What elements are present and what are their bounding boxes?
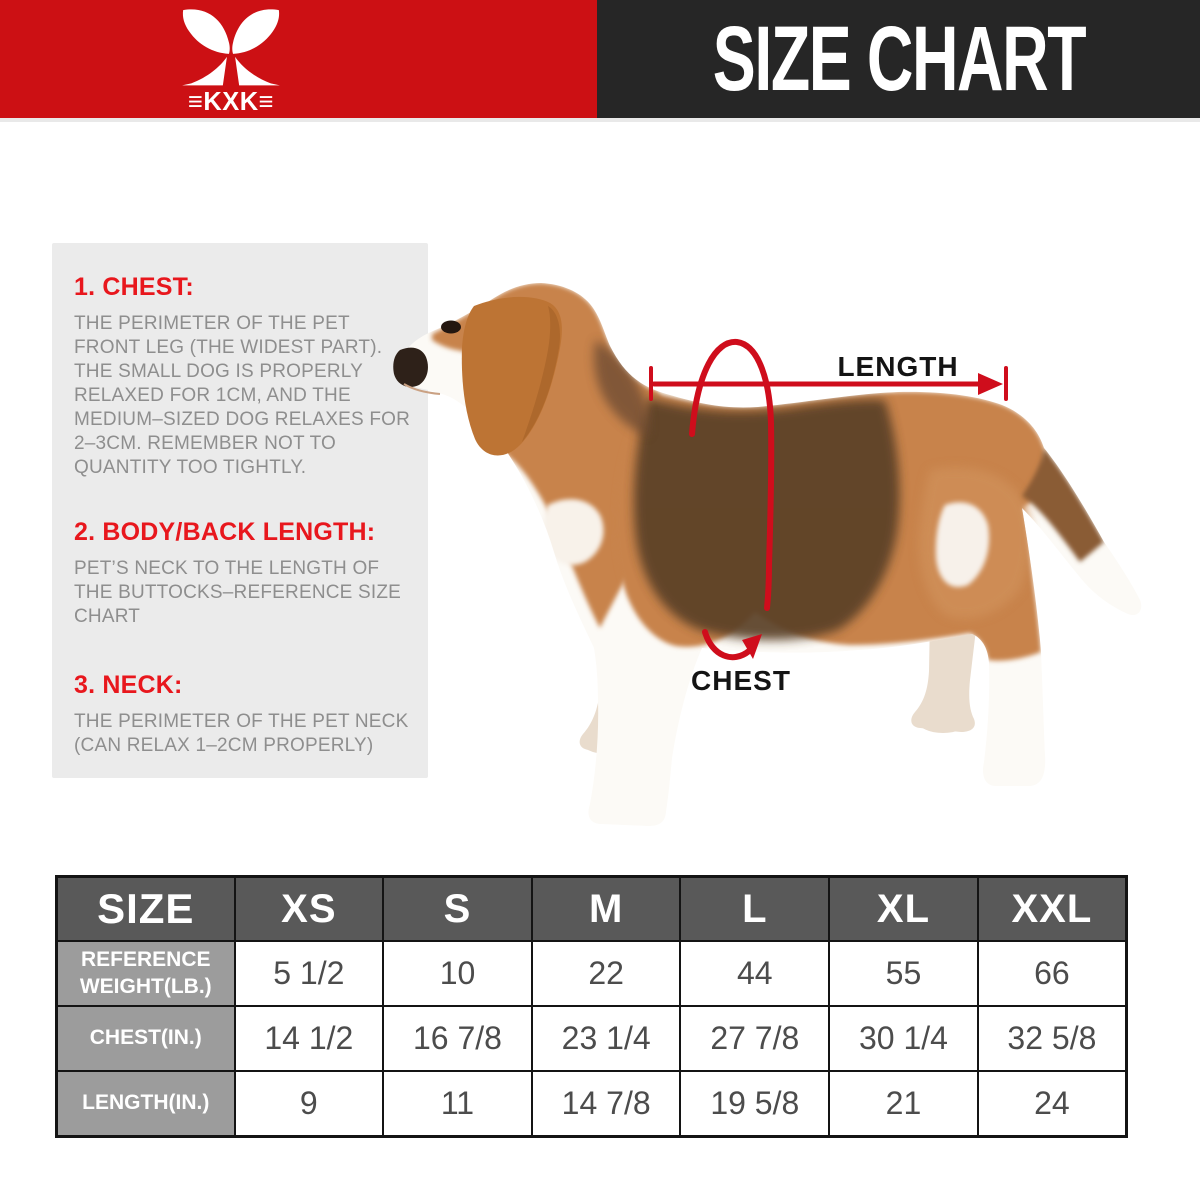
- col-header-xxl: XXL: [976, 875, 1128, 942]
- instruction-body-chest: THE PERIMETER OF THE PET FRONT LEG (THE …: [74, 313, 411, 478]
- length-label: LENGTH: [837, 351, 958, 382]
- length-xl: 21: [828, 1070, 979, 1137]
- logo-fan-right: [235, 56, 280, 86]
- weight-s: 10: [382, 940, 533, 1007]
- chest-xs: 14 1/2: [233, 1005, 385, 1072]
- dog-eye: [441, 320, 461, 334]
- dog-neck-shade: [594, 340, 649, 436]
- col-header-l: L: [679, 875, 831, 942]
- row-label-chest: CHEST(IN.): [55, 1005, 236, 1072]
- length-l: 19 5/8: [679, 1070, 831, 1137]
- instruction-title-body-length: 2. BODY/BACK LENGTH:: [74, 518, 376, 546]
- logo-wordmark: ≡KXK≡: [188, 88, 274, 116]
- measure-instructions-panel: 1. CHEST: THE PERIMETER OF THE PET FRONT…: [52, 243, 428, 778]
- table-row-chest: CHEST(IN.) 14 1/2 16 7/8 23 1/4 27 7/8 3…: [55, 1005, 1128, 1072]
- dog-nose: [393, 347, 428, 387]
- chest-m: 23 1/4: [530, 1005, 682, 1072]
- weight-m: 22: [530, 940, 682, 1007]
- dog-thigh-white-patch: [935, 502, 990, 587]
- dog-chest-white-patch: [543, 499, 604, 566]
- header: ≡KXK≡ SIZE CHART: [0, 0, 1200, 122]
- weight-xxl: 66: [976, 940, 1128, 1007]
- chest-arrow-arc: [702, 629, 752, 661]
- length-arrowhead: [978, 373, 1003, 395]
- table-row-weight: REFERENCE WEIGHT(LB.) 5 1/2 10 22 44 55 …: [55, 940, 1128, 1007]
- instruction-title-neck: 3. NECK:: [74, 671, 183, 699]
- size-table: SIZE XS S M L XL XXL REFERENCE WEIGHT(LB…: [55, 875, 1128, 1138]
- row-label-length: LENGTH(IN.): [55, 1070, 236, 1137]
- chest-l: 27 7/8: [679, 1005, 831, 1072]
- row-label-weight: REFERENCE WEIGHT(LB.): [55, 940, 236, 1007]
- logo-wing-right: [232, 9, 280, 54]
- dog-tail-brown: [1022, 448, 1104, 562]
- title-banner: SIZE CHART: [597, 0, 1200, 118]
- length-xs: 9: [233, 1070, 385, 1137]
- instruction-title-chest: 1. CHEST:: [74, 273, 194, 301]
- chest-girth-arc: [689, 338, 775, 611]
- length-xxl: 24: [976, 1070, 1128, 1137]
- measurement-annotations: [649, 338, 1008, 661]
- dog-illustration: LENGTH CHEST: [393, 283, 1142, 826]
- logo-wing-left: [182, 9, 230, 54]
- instruction-body-body-length: PET’S NECK TO THE LENGTH OF THE BUTTOCKS…: [74, 558, 402, 627]
- size-table-header-row: SIZE XS S M L XL XXL: [55, 875, 1128, 942]
- col-header-size: SIZE: [55, 875, 236, 942]
- col-header-s: S: [382, 875, 533, 942]
- logo-fan-left: [182, 56, 227, 86]
- col-header-xs: XS: [233, 875, 385, 942]
- page-title: SIZE CHART: [712, 8, 1086, 110]
- chest-s: 16 7/8: [382, 1005, 533, 1072]
- brand-banner: ≡KXK≡: [0, 0, 597, 120]
- weight-xl: 55: [828, 940, 979, 1007]
- brand-logo: ≡KXK≡: [182, 9, 280, 116]
- length-s: 11: [382, 1070, 533, 1137]
- col-header-xl: XL: [828, 875, 979, 942]
- dog-saddle-dark: [633, 398, 900, 641]
- length-m: 14 7/8: [530, 1070, 682, 1137]
- instruction-body-neck: THE PERIMETER OF THE PET NECK (CAN RELAX…: [74, 711, 409, 756]
- header-divider: [0, 118, 1200, 122]
- chest-xxl: 32 5/8: [976, 1005, 1128, 1072]
- dog-ear-shade: [522, 306, 560, 442]
- dog-mouth-line: [403, 383, 441, 395]
- col-header-m: M: [530, 875, 682, 942]
- weight-xs: 5 1/2: [233, 940, 385, 1007]
- chest-xl: 30 1/4: [828, 1005, 979, 1072]
- chest-arrowhead: [742, 634, 762, 659]
- chest-label: CHEST: [691, 665, 791, 696]
- weight-l: 44: [679, 940, 831, 1007]
- table-row-length: LENGTH(IN.) 9 11 14 7/8 19 5/8 21 24: [55, 1070, 1128, 1137]
